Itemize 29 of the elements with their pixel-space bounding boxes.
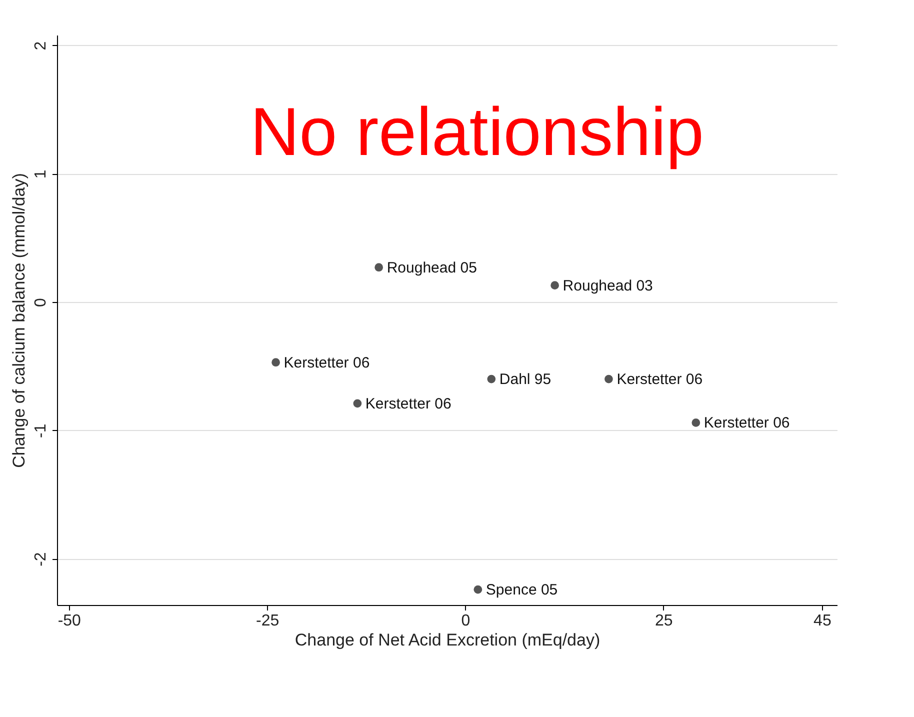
y-tick-label: -2 bbox=[32, 552, 50, 566]
y-tick-label: 2 bbox=[32, 41, 50, 50]
x-axis-title: Change of Net Acid Excretion (mEq/day) bbox=[294, 630, 600, 650]
y-tick-label: 1 bbox=[32, 170, 50, 179]
x-tick-label: 0 bbox=[461, 612, 470, 630]
annotation: Spence 05 bbox=[486, 582, 558, 599]
point bbox=[487, 374, 496, 384]
annotation: Roughead 05 bbox=[386, 259, 477, 276]
point bbox=[353, 399, 362, 408]
point bbox=[604, 374, 613, 384]
annotation: Kerstetter 06 bbox=[284, 354, 370, 372]
x-tick-label: 45 bbox=[814, 612, 832, 630]
point bbox=[550, 281, 559, 290]
y-tick-label: 0 bbox=[32, 298, 50, 307]
annotation: No relationship bbox=[250, 94, 704, 170]
annotation: Kerstetter 06 bbox=[704, 414, 790, 432]
point bbox=[692, 418, 700, 427]
x-tick-label: -25 bbox=[256, 612, 280, 630]
point bbox=[272, 358, 280, 367]
x-tick-label: 25 bbox=[655, 612, 673, 630]
y-axis-title: Change of calcium balance (mmol/day) bbox=[10, 173, 28, 468]
annotation: Dahl 95 bbox=[499, 371, 552, 388]
x-tick-label: -50 bbox=[58, 612, 82, 630]
annotation: Roughead 03 bbox=[562, 277, 653, 294]
point bbox=[474, 585, 482, 594]
y-tick-label: -1 bbox=[32, 424, 50, 438]
annotation: Kerstetter 06 bbox=[365, 395, 452, 412]
annotation: Kerstetter 06 bbox=[616, 371, 703, 388]
point bbox=[374, 263, 384, 272]
